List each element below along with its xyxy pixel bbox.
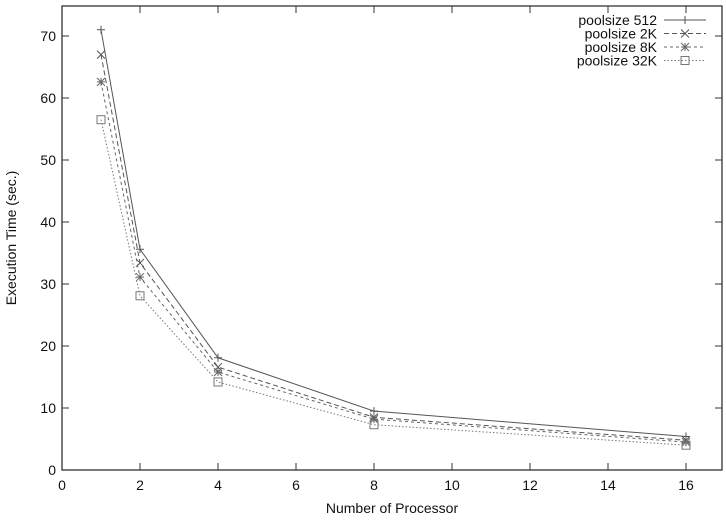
- star-marker-icon: [135, 272, 145, 282]
- plus-marker-icon: [681, 16, 689, 24]
- x-tick-label: 6: [292, 477, 300, 493]
- series-line: [100, 54, 687, 441]
- x-tick-label: 14: [600, 477, 616, 493]
- series-line: [100, 119, 687, 446]
- y-tick-label: 70: [40, 28, 56, 44]
- x-tick-label: 12: [522, 477, 538, 493]
- series-poolsize-8k: [96, 77, 691, 447]
- plus-marker-icon: [214, 353, 222, 362]
- plus-marker-icon: [136, 245, 144, 254]
- square-marker-icon: [369, 420, 379, 430]
- square-marker-icon: [680, 56, 690, 65]
- x-tick-label: 10: [444, 477, 460, 493]
- plot-border: [61, 5, 723, 471]
- x-tick-label: 2: [136, 477, 144, 493]
- x-tick-label: 0: [58, 477, 66, 493]
- x-tick-label: 8: [370, 477, 378, 493]
- series-line: [100, 81, 687, 443]
- series-poolsize-512: [97, 25, 690, 441]
- y-axis: 0 10 20 30 40 50 60 70: [40, 28, 722, 478]
- x-axis: 0 2 4 6 8 10 12 14 16: [58, 6, 694, 493]
- legend-label: poolsize 8K: [585, 39, 658, 55]
- plus-marker-icon: [97, 25, 105, 34]
- legend-item: poolsize 8K: [585, 39, 706, 55]
- series-layer: [96, 25, 691, 450]
- y-tick-label: 20: [40, 338, 56, 354]
- cross-marker-icon: [680, 29, 690, 38]
- x-axis-label: Number of Processor: [326, 500, 459, 516]
- square-marker-icon: [96, 115, 106, 125]
- y-axis-label: Execution Time (sec.): [3, 171, 19, 306]
- y-tick-label: 60: [40, 90, 56, 106]
- star-marker-icon: [681, 437, 691, 447]
- cross-marker-icon: [96, 50, 106, 59]
- y-tick-label: 0: [48, 462, 56, 478]
- legend-label: poolsize 512: [578, 12, 657, 28]
- legend-label: poolsize 32K: [577, 53, 658, 69]
- legend-item: poolsize 2K: [585, 26, 706, 42]
- plus-marker-icon: [370, 407, 378, 416]
- star-marker-icon: [213, 367, 223, 377]
- plot-frame: [61, 5, 723, 471]
- legend-label: poolsize 2K: [585, 26, 658, 42]
- square-marker-icon: [213, 377, 223, 387]
- star-marker-icon: [369, 414, 379, 424]
- legend-item: poolsize 32K: [577, 53, 706, 69]
- star-marker-icon: [96, 77, 106, 87]
- y-tick-label: 50: [40, 152, 56, 168]
- y-tick-label: 40: [40, 214, 56, 230]
- square-marker-icon: [135, 291, 145, 301]
- cross-marker-icon: [135, 258, 145, 268]
- series-poolsize-32k: [96, 115, 691, 450]
- y-tick-label: 30: [40, 276, 56, 292]
- legend-item: poolsize 512: [578, 12, 706, 28]
- series-poolsize-2k: [96, 50, 691, 445]
- y-tick-label: 10: [40, 400, 56, 416]
- star-marker-icon: [680, 42, 690, 52]
- x-tick-label: 16: [678, 477, 694, 493]
- x-tick-label: 4: [214, 477, 222, 493]
- square-marker-icon: [681, 440, 691, 450]
- series-line: [100, 29, 687, 438]
